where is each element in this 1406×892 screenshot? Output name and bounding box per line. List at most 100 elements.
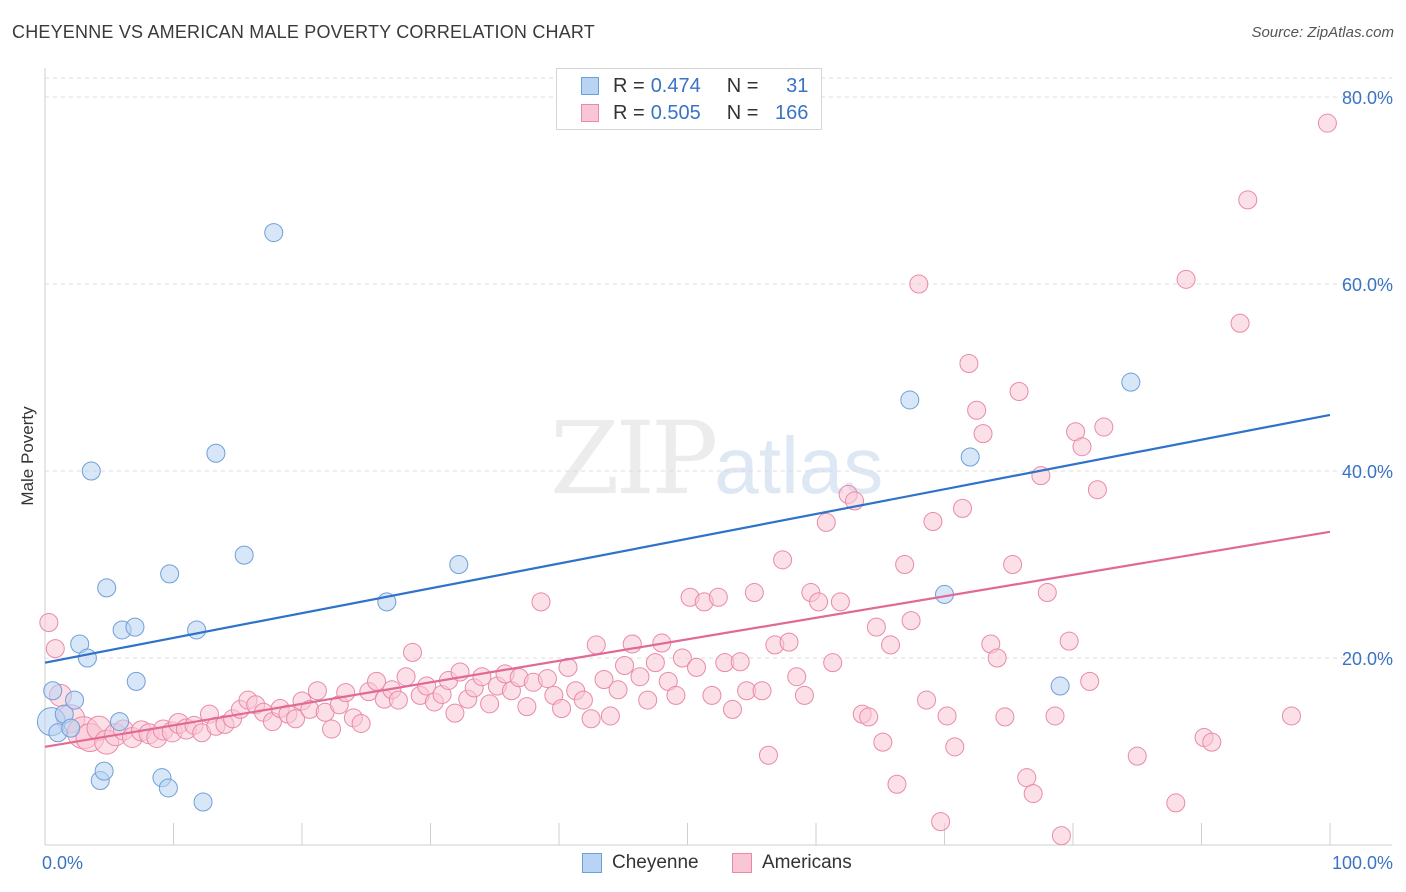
legend-item-americans[interactable]: Americans [732,852,852,874]
y-tick-label: 40.0% [1342,462,1393,482]
cheyenne-point [43,681,63,701]
legend-item-cheyenne[interactable]: Cheyenne [582,852,699,874]
series-cheyenne [36,223,1141,812]
americans-point [895,555,915,574]
cheyenne-point [1121,372,1141,392]
americans-point [758,745,778,765]
americans-point [645,653,665,673]
americans-point [600,706,620,726]
cheyenne-point [61,718,81,738]
americans-point [952,498,972,518]
americans-point [638,690,658,710]
r-label: R = [613,101,645,124]
cheyenne-point [449,555,469,574]
americans-point [1087,480,1107,500]
americans-point [445,703,465,723]
cheyenne-point [158,778,178,798]
americans-swatch [581,104,599,122]
americans-point [552,698,572,718]
cheyenne-point [264,223,284,243]
americans-point [752,681,772,701]
n-label: N = [726,101,759,124]
americans-point [517,697,537,717]
americans-point [666,685,686,705]
cheyenne-point [81,461,101,481]
source-label: Source: ZipAtlas.com [1251,24,1394,41]
americans-point [967,400,987,420]
americans-point [722,699,742,719]
americans-point [1023,784,1043,804]
americans-point [702,685,722,705]
americans-point [1127,746,1147,766]
americans-point [322,719,342,739]
americans-point [816,512,836,532]
americans-point [1009,382,1029,402]
americans-point [901,611,921,631]
cheyenne-swatch [581,77,599,95]
americans-point [351,713,371,733]
americans-point [1238,190,1258,210]
cheyenne-point [960,447,980,467]
americans-point [1176,269,1196,289]
n-value: 31 [786,74,809,97]
americans-point [615,655,635,675]
cheyenne-point [1050,676,1070,696]
cheyenne-point [126,671,146,691]
americans-point [873,732,893,752]
cheyenne-point [94,761,114,781]
y-axis-label: Male Poverty [18,406,37,506]
americans-point [917,690,937,710]
legend-label: Cheyenne [612,852,699,873]
americans-point [794,685,814,705]
americans-point [881,635,901,655]
cheyenne-point [206,443,226,463]
americans-point [773,550,793,570]
americans-point [403,642,423,662]
americans-point [1080,671,1100,691]
cheyenne-point [160,564,180,584]
americans-point [866,617,886,637]
cheyenne-point [900,390,920,410]
americans-point [987,648,1007,668]
americans-point [672,648,692,668]
americans-point [573,690,593,710]
watermark: ZIPatlas [550,400,884,517]
americans-point [945,737,965,757]
legend-label: Americans [762,852,852,873]
americans-point [286,709,306,729]
americans-point [581,709,601,729]
americans-point [973,424,993,444]
chart-title: CHEYENNE VS AMERICAN MALE POVERTY CORREL… [12,22,595,42]
cheyenne-point [234,545,254,565]
americans-point [995,707,1015,727]
americans-point [708,587,728,607]
americans-point [1045,706,1065,726]
cheyenne-point [97,578,117,598]
cheyenne-swatch [582,853,602,873]
americans-point [472,667,492,687]
americans-point [859,707,879,727]
americans-point [1230,313,1250,333]
americans-point [1017,768,1037,788]
americans-point [787,667,807,687]
americans-point [336,683,356,703]
r-label: R = [613,74,645,97]
cheyenne-point [187,620,207,640]
americans-point [937,706,957,726]
y-tick-label: 80.0% [1342,88,1393,108]
y-tick-label: 60.0% [1342,275,1393,295]
americans-point [45,639,65,659]
cheyenne-point [110,712,130,732]
americans-point [594,670,614,690]
americans-point [823,653,843,673]
cheyenne-point [77,648,97,668]
x-tick-label: 100.0% [1332,853,1393,873]
americans-point [923,511,943,531]
x-tick-label: 0.0% [42,853,83,873]
cheyenne-point [125,617,145,637]
americans-point [537,669,557,689]
americans-point [307,681,327,701]
americans-point [608,680,628,700]
americans-point [1317,113,1337,133]
americans-point [396,667,416,687]
